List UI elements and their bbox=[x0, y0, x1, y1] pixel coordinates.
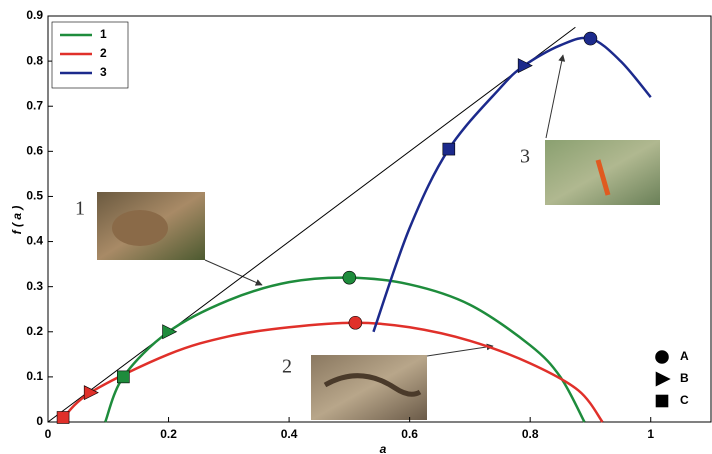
annotation: 2 bbox=[282, 356, 292, 378]
y-tick-label: 0.7 bbox=[26, 98, 43, 112]
photo-detail bbox=[112, 210, 168, 246]
y-tick-label: 0.1 bbox=[26, 369, 43, 383]
legend-label: B bbox=[680, 371, 689, 385]
marker-circle bbox=[656, 351, 669, 364]
x-tick-label: 1 bbox=[647, 427, 654, 441]
x-tick-label: 0.6 bbox=[401, 427, 418, 441]
y-tick-label: 0.2 bbox=[26, 324, 43, 338]
x-axis-label: a bbox=[380, 442, 387, 454]
legend-label: C bbox=[680, 393, 689, 407]
y-axis-label: f ( a ) bbox=[10, 206, 24, 235]
marker-circle bbox=[349, 316, 362, 329]
x-tick-label: 0.2 bbox=[160, 427, 177, 441]
y-tick-label: 0.9 bbox=[26, 8, 43, 22]
chart: 1 2 3 a f ( a ) 0 0.2 0.4 0.6 0.8 1 0 0.1 0.2 0.3… bbox=[0, 0, 712, 454]
y-tick-label: 0 bbox=[36, 414, 43, 428]
x-tick-label: 0.8 bbox=[522, 427, 539, 441]
y-tick-label: 0.8 bbox=[26, 53, 43, 67]
legend-label: 1 bbox=[100, 27, 107, 41]
marker-triangle bbox=[656, 372, 670, 386]
arrow bbox=[427, 346, 493, 356]
x-tick-label: 0.4 bbox=[281, 427, 298, 441]
marker-square bbox=[443, 143, 455, 155]
y-tick-label: 0.4 bbox=[26, 234, 43, 248]
marker-circle bbox=[584, 32, 597, 45]
annotation: 3 bbox=[520, 146, 530, 168]
marker-circle bbox=[343, 271, 356, 284]
y-tick-label: 0.6 bbox=[26, 144, 43, 158]
annotation: 1 bbox=[75, 198, 85, 220]
photo-lizard bbox=[311, 355, 427, 420]
y-tick-label: 0.5 bbox=[26, 189, 43, 203]
arrow bbox=[205, 260, 262, 285]
y-tick-label: 0.3 bbox=[26, 279, 43, 293]
x-tick-label: 0 bbox=[45, 427, 52, 441]
marker-square bbox=[656, 395, 668, 407]
legend-label: 3 bbox=[100, 65, 107, 79]
arrow bbox=[546, 55, 563, 138]
legend-label: A bbox=[680, 349, 689, 363]
marker-square bbox=[57, 411, 69, 423]
marker-square bbox=[117, 371, 129, 383]
legend-label: 2 bbox=[100, 46, 107, 60]
page: {"chart_data": {"type": "line", "x_label… bbox=[0, 0, 712, 454]
